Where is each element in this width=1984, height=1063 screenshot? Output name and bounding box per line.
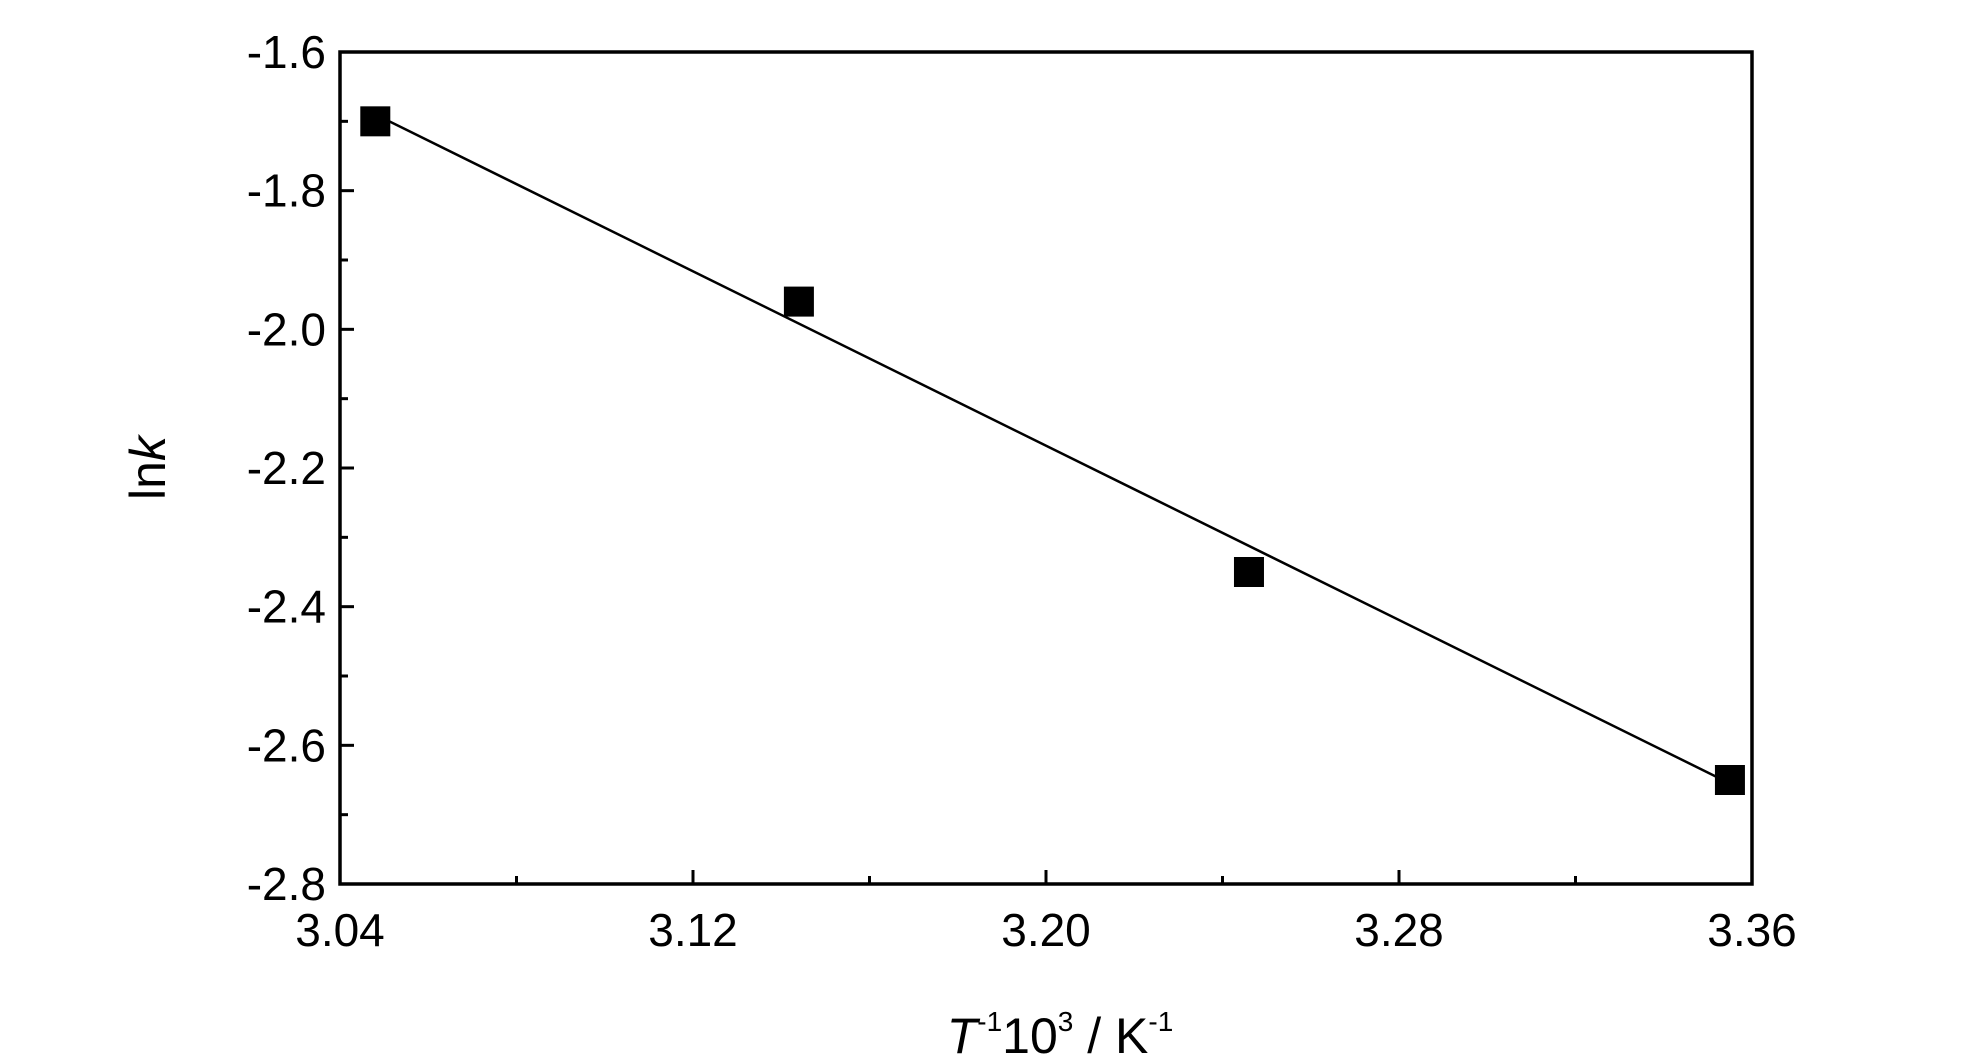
x-tick-label: 3.28 (1354, 904, 1444, 956)
y-tick-label: -1.8 (247, 165, 326, 217)
y-axis-tick-labels: -2.8 -2.6 -2.4 -2.2 -2.0 -1.8 -1.6 (247, 26, 326, 910)
y-tick-label: -2.2 (247, 442, 326, 494)
fit-line (374, 113, 1731, 785)
data-point-square (1714, 765, 1745, 795)
y-tick-label: -2.4 (247, 581, 326, 633)
fit-line-group (374, 113, 1731, 785)
x-axis-tick-labels: 3.04 3.12 3.20 3.28 3.36 (295, 904, 1797, 956)
x-tick-label: 3.36 (1707, 904, 1797, 956)
y-tick-label: -1.6 (247, 26, 326, 78)
y-axis-ticks (340, 50, 354, 886)
data-point-square (783, 286, 814, 317)
y-axis-title: lnk (120, 433, 176, 500)
x-axis-title-unit: / K (1073, 1008, 1148, 1063)
x-axis-title-sup2: 3 (1058, 1006, 1074, 1037)
y-tick-label: -2.8 (247, 858, 326, 910)
x-axis-ticks (338, 870, 1754, 884)
x-axis-title-mid: 10 (1002, 1008, 1058, 1063)
x-tick-label: 3.20 (1001, 904, 1091, 956)
y-axis-title-k: k (120, 433, 176, 461)
x-axis-title-sup3: -1 (1148, 1006, 1173, 1037)
x-tick-label: 3.04 (295, 904, 385, 956)
x-axis-title: T-1103 / K-1 (947, 1006, 1174, 1063)
data-points (360, 106, 1745, 795)
plot-frame (338, 50, 1754, 886)
data-point-square (1233, 557, 1264, 587)
y-tick-label: -2.6 (247, 719, 326, 771)
x-axis-title-t: T (947, 1008, 981, 1063)
data-point-square (360, 106, 391, 137)
y-axis-title-ln: ln (120, 461, 176, 500)
x-tick-label: 3.12 (648, 904, 738, 956)
x-axis-title-sup1: -1 (977, 1006, 1002, 1037)
y-tick-label: -2.0 (247, 303, 326, 355)
